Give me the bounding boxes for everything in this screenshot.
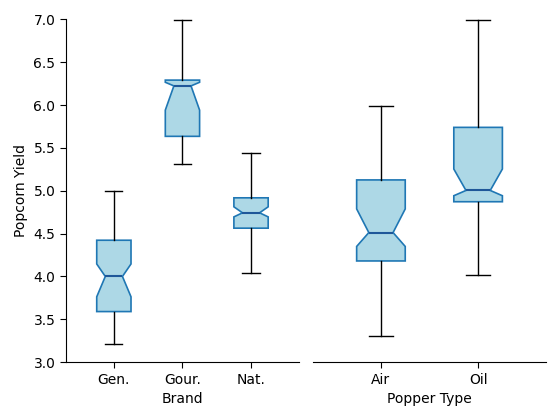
X-axis label: Popper Type: Popper Type: [387, 392, 472, 406]
Y-axis label: Popcorn Yield: Popcorn Yield: [14, 144, 28, 237]
X-axis label: Brand: Brand: [162, 392, 203, 406]
PathPatch shape: [357, 180, 405, 261]
PathPatch shape: [97, 240, 131, 312]
PathPatch shape: [234, 198, 268, 228]
PathPatch shape: [165, 80, 199, 136]
PathPatch shape: [454, 127, 502, 202]
